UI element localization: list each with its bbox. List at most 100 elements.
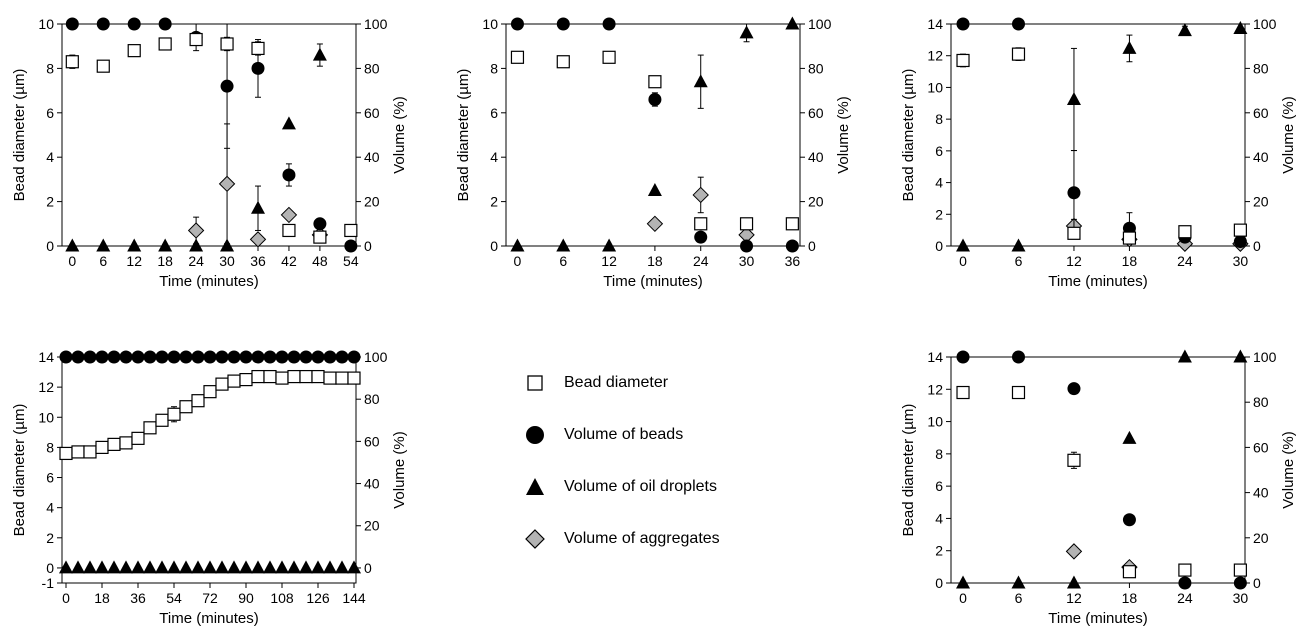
triangle-point — [189, 238, 204, 252]
triangle-point — [556, 238, 571, 252]
circle-point — [179, 350, 193, 364]
x-axis-label: Time (minutes) — [1048, 610, 1147, 627]
triangle-point — [83, 560, 97, 574]
square-point — [282, 223, 296, 238]
y2-tick-label: 60 — [1253, 105, 1269, 121]
square-point — [335, 371, 349, 385]
square-point — [107, 437, 121, 451]
y2-tick-label: 40 — [1253, 485, 1269, 501]
square-point — [602, 50, 616, 64]
y-tick-label: -1 — [42, 575, 55, 591]
x-tick-label: 18 — [647, 253, 663, 269]
y2-tick-label: 0 — [1253, 238, 1261, 254]
x-tick-label: 18 — [1122, 590, 1138, 606]
triangle-point — [1011, 575, 1026, 589]
y2-tick-label: 20 — [1253, 530, 1269, 546]
y-tick-label: 12 — [38, 379, 54, 395]
x-tick-label: 54 — [166, 590, 182, 606]
circle-point — [1233, 576, 1247, 590]
circle-point — [215, 350, 229, 364]
circle-point — [956, 350, 970, 364]
triangle-point — [127, 238, 142, 252]
x-tick-label: 6 — [559, 253, 567, 269]
y2-tick-label: 20 — [1253, 194, 1269, 210]
series-triangle — [956, 349, 1248, 589]
series-square — [65, 32, 358, 244]
square-point — [287, 369, 301, 384]
circle-point — [227, 350, 241, 364]
triangle-point — [155, 560, 169, 574]
circle-point — [167, 350, 181, 364]
circle-point — [335, 350, 349, 364]
diamond-point — [249, 231, 267, 248]
diamond-point — [1065, 543, 1083, 560]
square-point — [131, 431, 145, 445]
circle-point — [556, 17, 570, 31]
y-tick-label: 0 — [46, 560, 54, 576]
y-axis-label: Bead diameter (µm) — [455, 69, 472, 202]
triangle-point — [347, 560, 361, 574]
triangle-point — [510, 238, 525, 252]
plot-frame — [505, 23, 801, 247]
legend-item-volume-of-beads: Volume of beads — [520, 420, 683, 450]
triangle-point — [65, 238, 80, 252]
y-tick-label: 2 — [46, 194, 54, 210]
x-tick-label: 108 — [270, 590, 294, 606]
x-tick-label: 18 — [157, 253, 173, 269]
square-point — [1178, 225, 1192, 239]
square-point — [1122, 231, 1137, 245]
circle-point — [313, 217, 327, 231]
legend-item-volume-of-oil-droplets: Volume of oil droplets — [520, 472, 717, 502]
circle-point — [83, 350, 97, 364]
y2-tick-label: 0 — [364, 560, 372, 576]
square-point — [127, 44, 141, 58]
square-marker-icon — [527, 375, 543, 391]
y-tick-label: 2 — [935, 543, 943, 559]
y2-tick-label: 40 — [808, 149, 824, 165]
circle-point — [59, 350, 73, 364]
circle-point — [1067, 382, 1081, 396]
x-axis-label: Time (minutes) — [1048, 273, 1147, 290]
y-tick-label: 14 — [38, 349, 54, 365]
y2-tick-label: 20 — [364, 194, 380, 210]
x-tick-label: 36 — [250, 253, 266, 269]
triangle-point — [179, 560, 193, 574]
y2-tick-label: 60 — [364, 105, 380, 121]
circle-point — [510, 17, 524, 31]
square-point — [556, 55, 570, 69]
circle-point — [1011, 350, 1025, 364]
square-point — [739, 217, 754, 231]
diamond-point — [187, 222, 205, 239]
triangle-point — [158, 238, 173, 252]
y-tick-label: 6 — [46, 470, 54, 486]
circle-point — [203, 350, 217, 364]
circle-point — [71, 350, 85, 364]
circle-point — [344, 239, 358, 253]
series-diamond — [646, 176, 755, 244]
y-tick-label: 10 — [38, 409, 54, 425]
square-point — [1122, 565, 1137, 579]
square-point — [311, 369, 325, 384]
legend-label: Volume of aggregates — [564, 530, 720, 547]
y2-tick-label: 0 — [364, 238, 372, 254]
y-tick-label: 12 — [927, 381, 943, 397]
x-tick-label: 6 — [1015, 253, 1023, 269]
triangle-point — [1177, 349, 1192, 363]
y2-tick-label: 80 — [364, 391, 380, 407]
triangle-point — [281, 116, 296, 130]
diamond-point — [692, 186, 709, 204]
triangle-point — [71, 560, 85, 574]
square-point — [239, 373, 253, 387]
square-point — [263, 369, 277, 384]
y-tick-label: 8 — [935, 446, 943, 462]
legend-label: Bead diameter — [564, 374, 669, 391]
chart-panel-4: 0 18 36 54 72 90 108 126 144-1024681012140204060… — [11, 349, 408, 627]
triangle-point — [239, 560, 253, 574]
circle-point — [95, 350, 109, 364]
circle-point — [347, 350, 361, 364]
y-axis-label: Bead diameter (µm) — [900, 404, 917, 537]
triangle-point — [785, 16, 800, 30]
triangle-point — [739, 25, 754, 39]
y-tick-label: 10 — [482, 16, 498, 32]
circle-point — [1067, 186, 1081, 200]
